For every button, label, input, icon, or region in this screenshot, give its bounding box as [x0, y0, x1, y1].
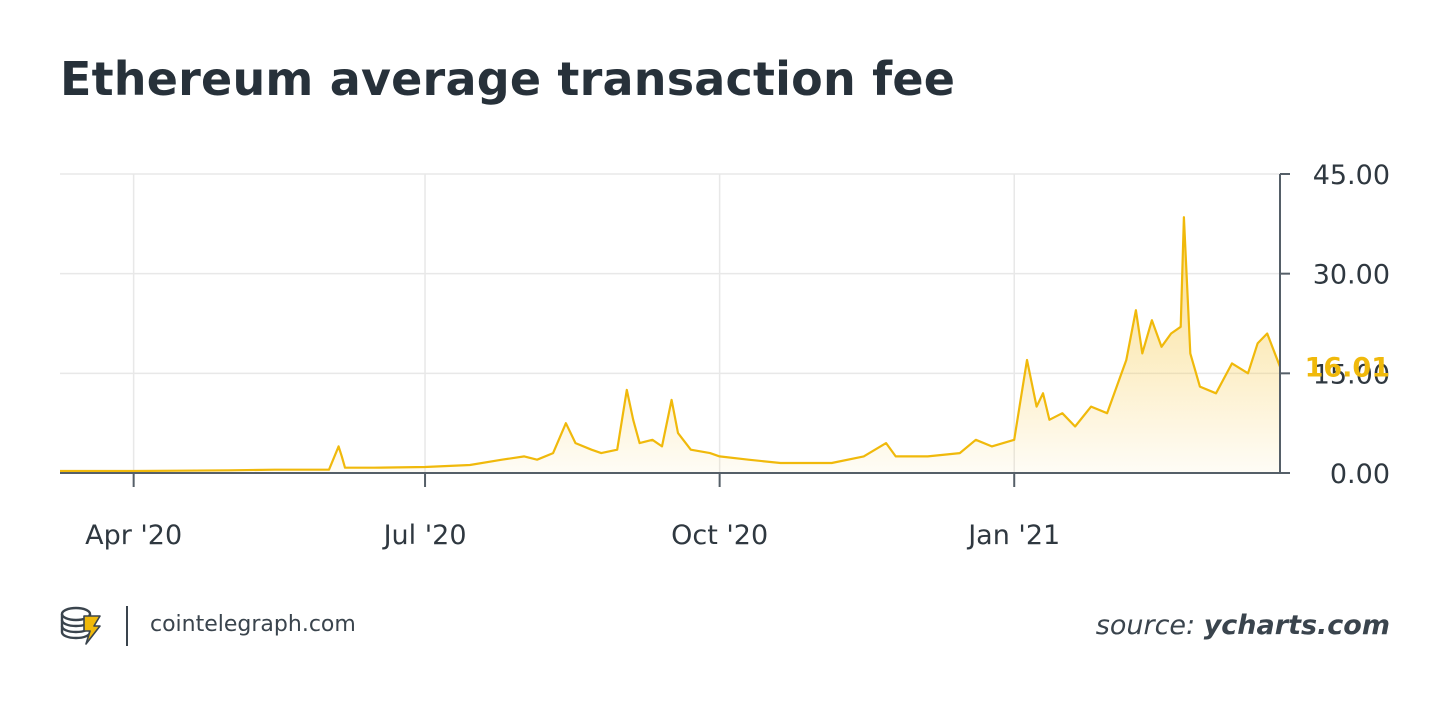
footer-divider [126, 606, 128, 646]
source-name[interactable]: ycharts.com [1203, 610, 1390, 641]
last-value-label: 16.01 [1305, 353, 1390, 384]
axes [60, 173, 1290, 487]
x-tick-label: Jan '21 [966, 520, 1060, 551]
y-tick-label: 45.00 [1313, 160, 1390, 191]
grid-lines [60, 173, 1280, 473]
x-tick-label: Oct '20 [671, 520, 768, 551]
source-prefix: source: [1095, 610, 1204, 641]
x-tick-label: Apr '20 [85, 520, 182, 551]
series-line [60, 216, 1282, 473]
cointelegraph-logo-icon [58, 604, 106, 652]
footer-site-link[interactable]: cointelegraph.com [150, 612, 356, 637]
chart-title: Ethereum average transaction fee [60, 52, 956, 106]
footer-source: source: ycharts.com [1096, 610, 1390, 641]
x-tick-label: Jul '20 [382, 520, 467, 551]
y-tick-label: 30.00 [1313, 260, 1390, 291]
y-tick-label: 15.00 [1313, 359, 1390, 390]
series-area [60, 217, 1280, 473]
tick-labels: 0.00 15.00 30.00 45.00 Apr '20 Jul '20 Oct '20… [85, 160, 1390, 551]
y-tick-label: 0.00 [1330, 459, 1390, 490]
series-group [60, 216, 1282, 473]
